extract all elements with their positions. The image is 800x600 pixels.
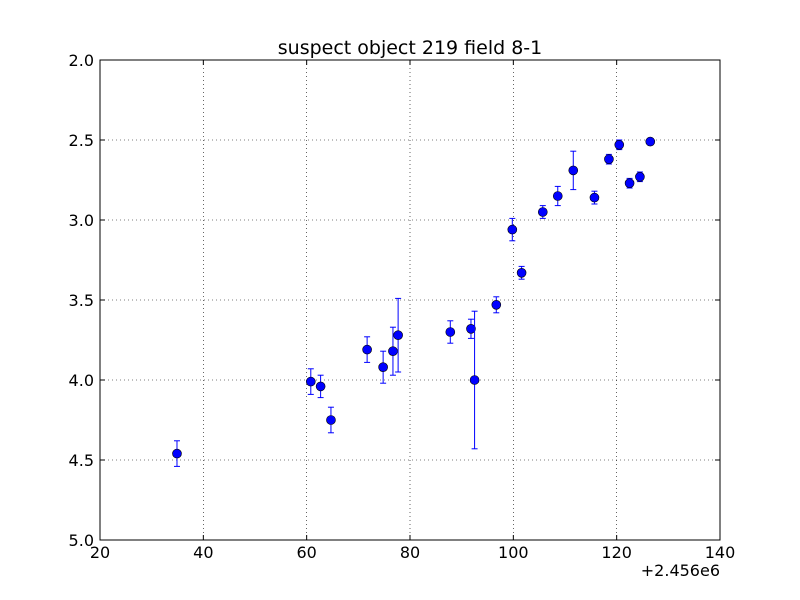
grid-lines: [100, 60, 720, 540]
data-point: [362, 336, 372, 363]
data-point: [635, 171, 645, 183]
data-point: [305, 368, 316, 395]
data-point: [568, 150, 579, 191]
data-point: [516, 265, 527, 280]
data-point: [466, 318, 476, 339]
point-marker: [624, 178, 635, 188]
point-marker: [172, 448, 182, 459]
point-marker: [305, 376, 316, 387]
data-point: [614, 139, 625, 151]
data-point: [378, 350, 388, 384]
point-marker: [466, 323, 476, 334]
point-marker: [568, 165, 579, 176]
point-marker: [491, 299, 502, 310]
point-marker: [552, 191, 563, 201]
point-marker: [537, 207, 548, 217]
point-marker: [326, 415, 336, 425]
y-tick-labels: 2.0 2.5 3.0 3.5 4.0 4.5 5.0: [69, 51, 94, 550]
data-point: [326, 406, 336, 434]
point-marker: [445, 327, 456, 337]
point-marker: [362, 344, 372, 355]
point-marker: [604, 154, 614, 164]
y-tick-label: 2.5: [69, 131, 94, 150]
y-tick-label: 2.0: [69, 51, 94, 70]
data-points: [172, 136, 656, 467]
data-point: [645, 136, 656, 147]
x-tick-label: 140: [705, 543, 736, 562]
point-marker: [516, 267, 527, 278]
y-tick-label: 4.0: [69, 371, 94, 390]
x-tick-label: 100: [498, 543, 529, 562]
point-marker: [589, 192, 600, 203]
point-marker: [469, 375, 480, 385]
x-tick-label: 120: [601, 543, 632, 562]
data-point: [537, 205, 548, 219]
data-point: [507, 217, 518, 242]
x-tick-labels: 20 40 60 80 100 120 140: [90, 543, 735, 562]
data-point: [552, 185, 563, 207]
y-tick-label: 5.0: [69, 531, 94, 550]
x-tick-label: 60: [296, 543, 316, 562]
point-marker: [315, 381, 326, 392]
point-marker: [388, 346, 398, 357]
point-marker: [393, 330, 403, 341]
chart-title: suspect object 219 field 8-1: [278, 37, 543, 59]
data-point: [589, 190, 600, 205]
data-point: [388, 326, 398, 376]
data-point: [445, 320, 456, 344]
point-marker: [378, 362, 388, 373]
x-tick-label: 40: [193, 543, 213, 562]
data-point: [315, 374, 326, 399]
y-tick-label: 3.0: [69, 211, 94, 230]
data-point: [604, 153, 614, 165]
point-marker: [645, 136, 656, 147]
data-point: [624, 177, 635, 189]
data-point: [393, 297, 403, 373]
x-tick-label: 20: [90, 543, 110, 562]
axis-ticks: [99, 59, 721, 541]
point-marker: [614, 140, 625, 150]
x-offset-label: +2.456e6: [641, 561, 720, 580]
data-point: [172, 440, 182, 467]
point-marker: [635, 172, 645, 182]
data-point: [491, 296, 502, 314]
y-tick-label: 3.5: [69, 291, 94, 310]
x-tick-label: 80: [400, 543, 420, 562]
data-point: [469, 310, 480, 450]
point-marker: [507, 224, 518, 235]
y-tick-label: 4.5: [69, 451, 94, 470]
